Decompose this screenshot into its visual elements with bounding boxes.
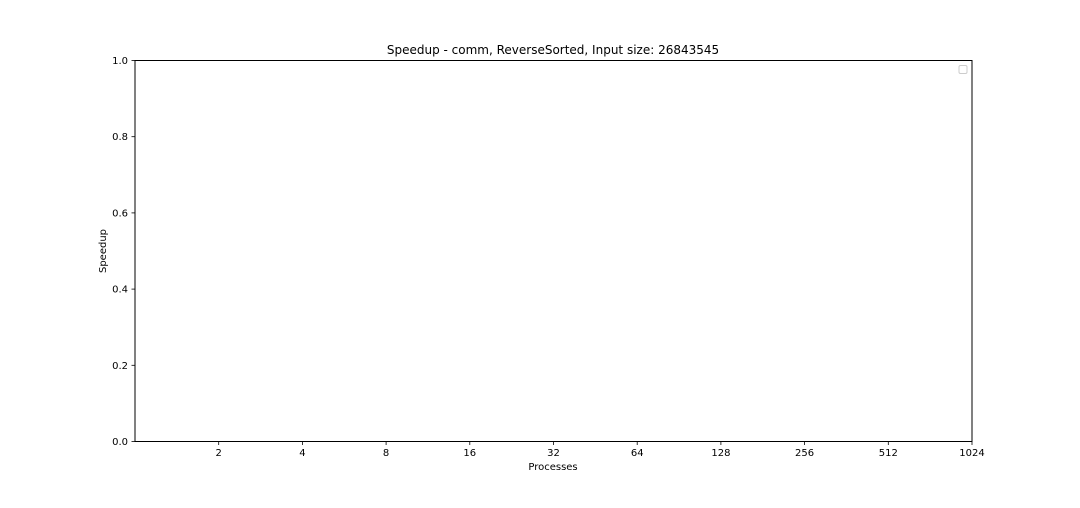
x-tick-label: 128 — [711, 448, 730, 459]
y-tick-label: 1.0 — [112, 56, 128, 67]
x-tick-label: 16 — [463, 448, 476, 459]
x-tick-label: 32 — [547, 448, 560, 459]
x-tick-label: 256 — [795, 448, 814, 459]
x-tick-label: 64 — [631, 448, 644, 459]
chart-title: Speedup - comm, ReverseSorted, Input siz… — [387, 43, 719, 57]
y-tick-label: 0.2 — [112, 361, 128, 372]
x-tick-label: 1024 — [959, 448, 984, 459]
x-tick-label: 512 — [879, 448, 898, 459]
x-tick-label: 2 — [216, 448, 222, 459]
legend-box — [958, 65, 968, 74]
x-tick-label: 8 — [383, 448, 389, 459]
y-axis-ticks: 0.0 0.2 0.4 0.6 0.8 1.0 — [112, 56, 135, 448]
y-axis-label: Speedup — [98, 229, 109, 273]
y-tick-label: 0.0 — [112, 437, 128, 448]
plot-area-frame — [134, 60, 973, 442]
x-tick-label: 4 — [299, 448, 305, 459]
y-tick-label: 0.8 — [112, 132, 128, 143]
x-axis-label: Processes — [528, 462, 577, 473]
y-tick-label: 0.6 — [112, 208, 128, 219]
y-tick-label: 0.4 — [112, 285, 128, 296]
x-axis-ticks: 2 4 8 16 32 64 128 256 512 1024 — [216, 441, 985, 459]
